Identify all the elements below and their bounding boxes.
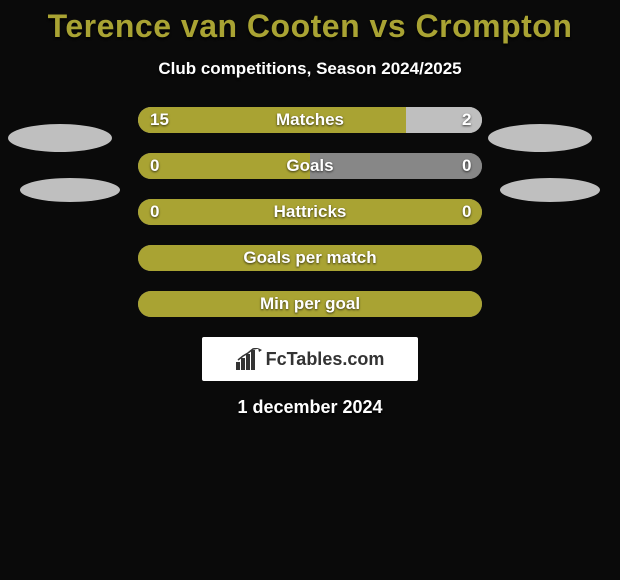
- value-left: 0: [150, 153, 159, 179]
- brand-text: FcTables.com: [266, 349, 385, 370]
- decorative-ellipse: [8, 124, 112, 152]
- page-title: Terence van Cooten vs Crompton: [0, 0, 620, 45]
- stat-row: Min per goal: [0, 291, 620, 317]
- stat-row: Hattricks00: [0, 199, 620, 225]
- stat-row: Goals per match: [0, 245, 620, 271]
- bar-fill-left: [138, 107, 406, 133]
- value-right: 0: [462, 153, 471, 179]
- bar-fill-left: [138, 153, 310, 179]
- brand-badge: FcTables.com: [202, 337, 418, 381]
- decorative-ellipse: [488, 124, 592, 152]
- value-right: 2: [462, 107, 471, 133]
- value-right: 0: [462, 199, 471, 225]
- bar-fill-left: [138, 199, 482, 225]
- value-left: 15: [150, 107, 169, 133]
- bar-track: [138, 245, 482, 271]
- bar-fill-left: [138, 245, 482, 271]
- subtitle: Club competitions, Season 2024/2025: [0, 59, 620, 79]
- value-left: 0: [150, 199, 159, 225]
- bar-track: [138, 199, 482, 225]
- bar-track: [138, 153, 482, 179]
- bar-fill-right: [310, 153, 482, 179]
- bar-chart-icon: [236, 348, 262, 370]
- stat-row: Goals00: [0, 153, 620, 179]
- date-label: 1 december 2024: [0, 397, 620, 418]
- decorative-ellipse: [20, 178, 120, 202]
- bar-fill-left: [138, 291, 482, 317]
- bar-track: [138, 291, 482, 317]
- bar-track: [138, 107, 482, 133]
- decorative-ellipse: [500, 178, 600, 202]
